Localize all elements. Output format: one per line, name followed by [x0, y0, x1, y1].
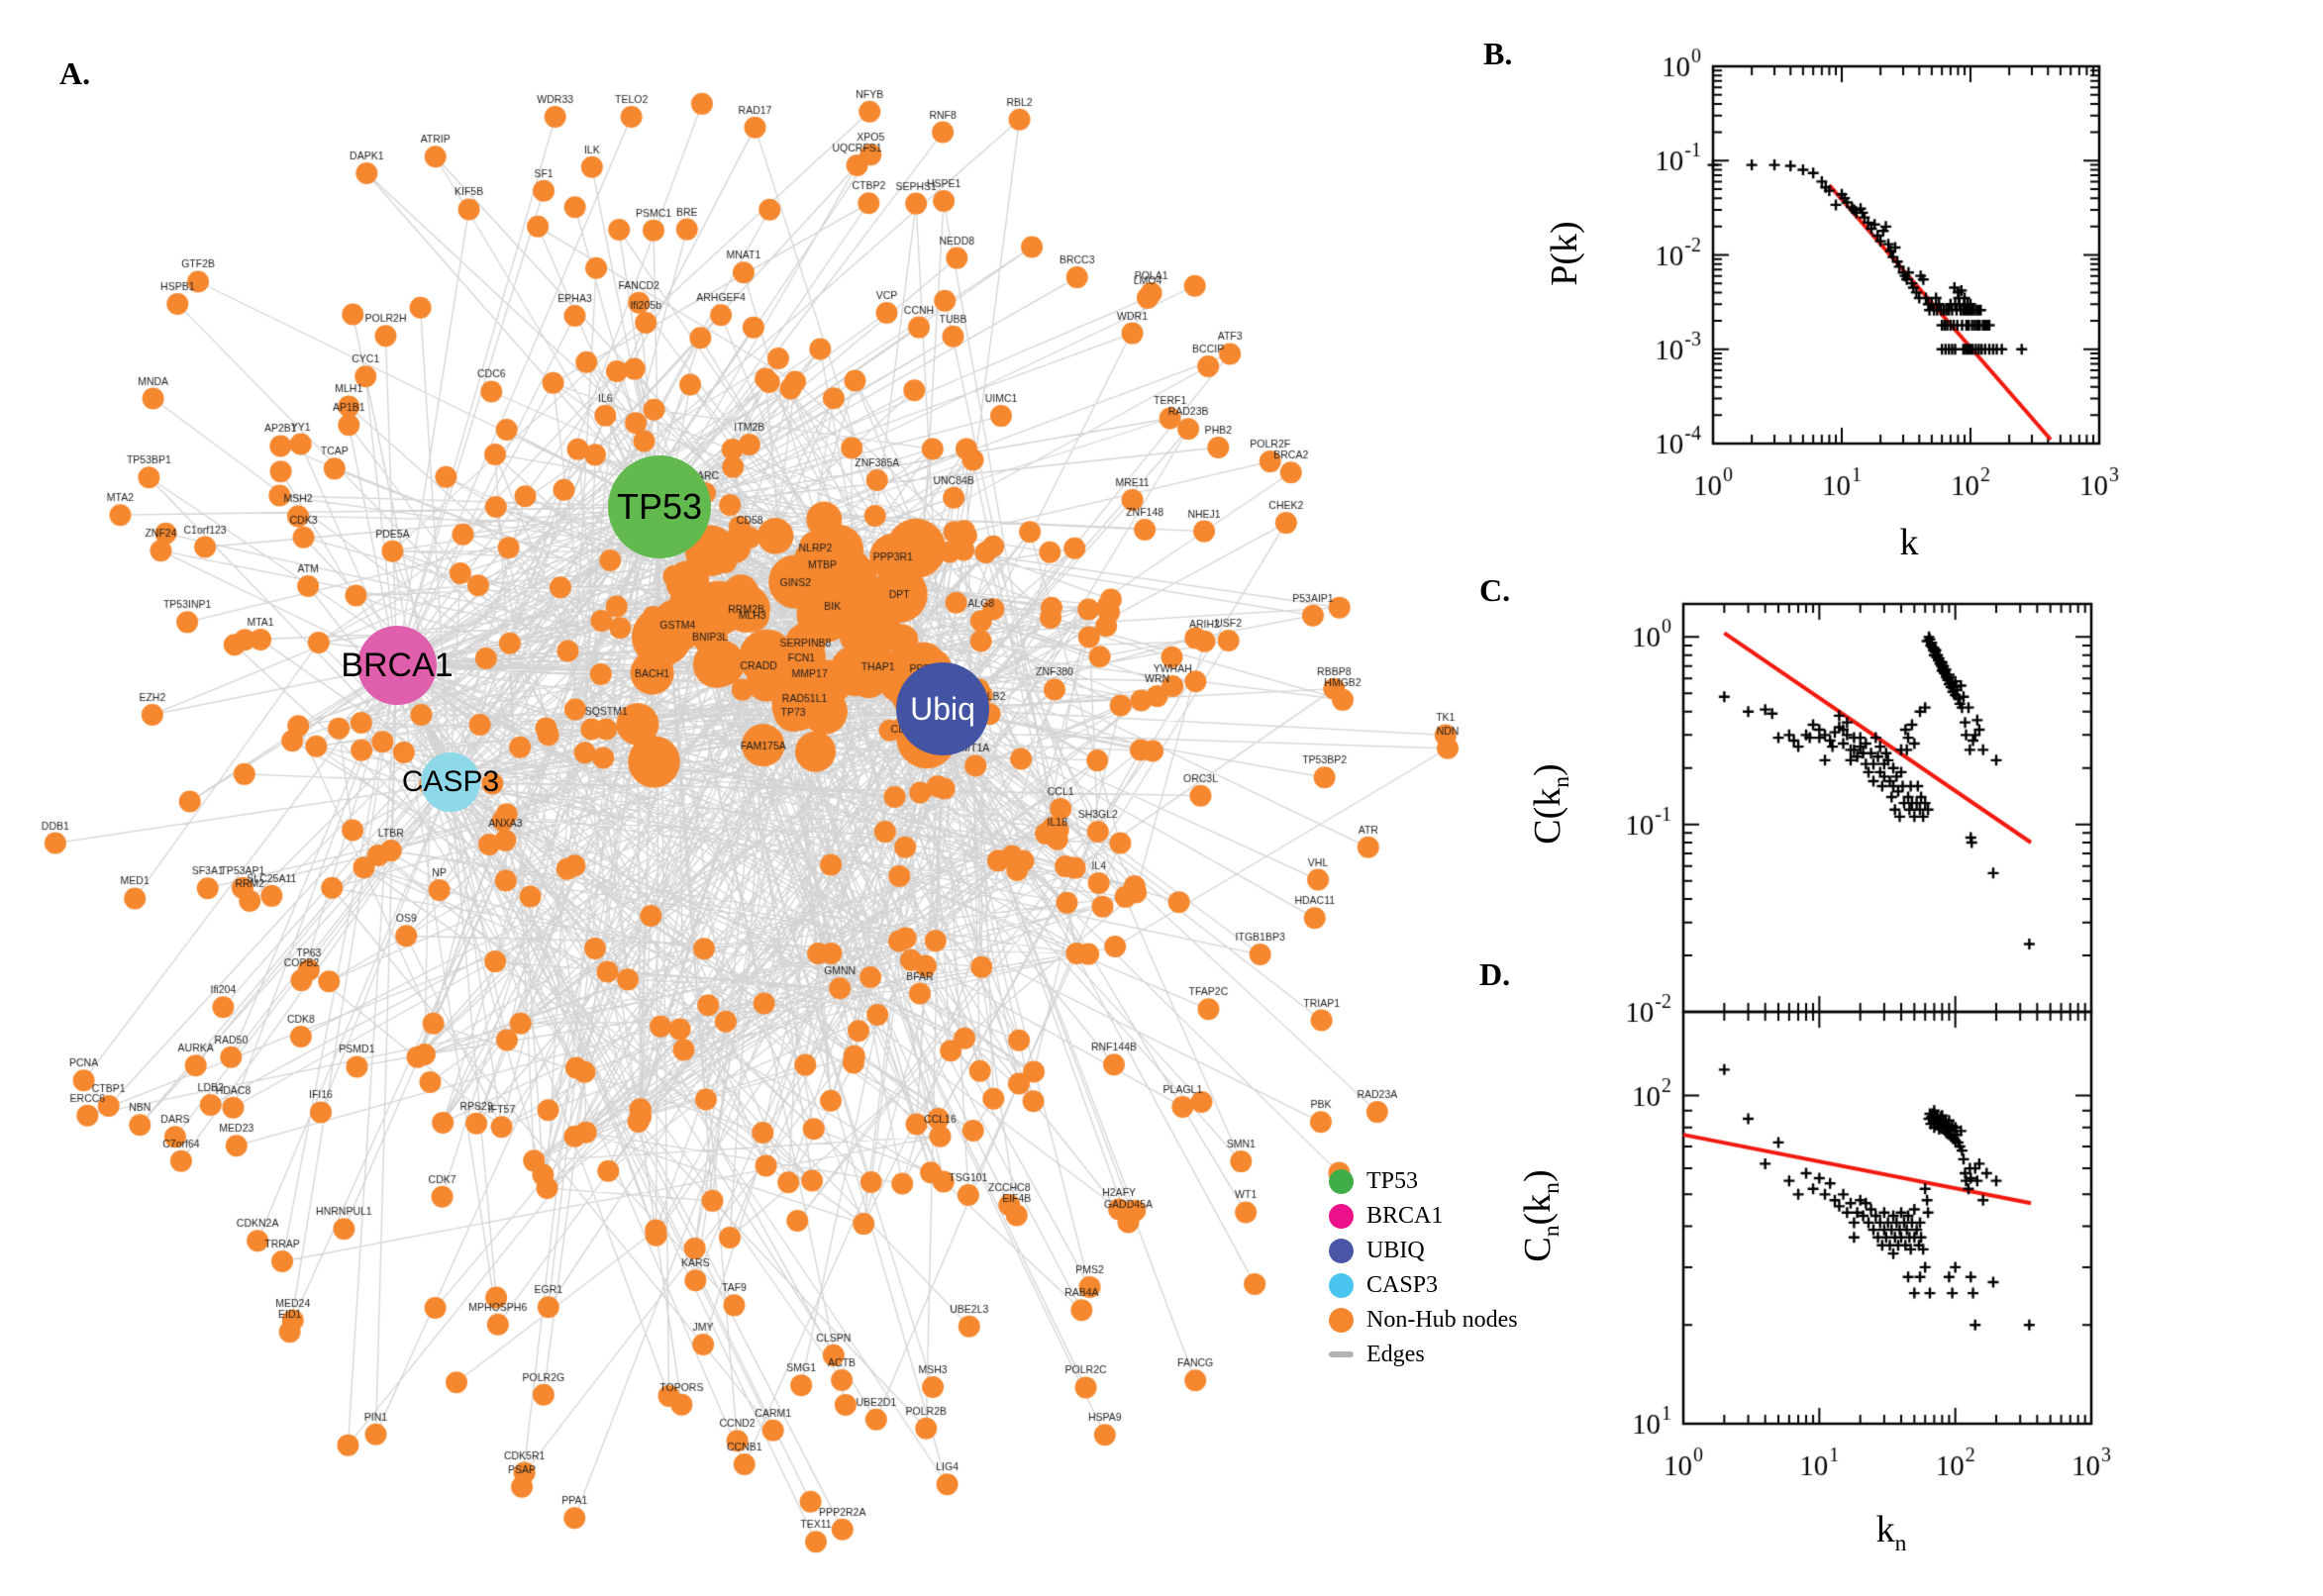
legend-label: Non-Hub nodes — [1366, 1306, 1518, 1333]
panel-b-label: B. — [1483, 36, 1513, 71]
legend-item-brca1: BRCA1 — [1329, 1203, 1518, 1229]
hub-node-ubiq: Ubiq — [896, 662, 989, 755]
ubiq-marker-icon — [1329, 1238, 1354, 1263]
panel-c-ylabel: C(kn) — [1527, 763, 1574, 845]
panel-c-label: C. — [1479, 572, 1511, 608]
hub-label-ubiq: Ubiq — [910, 690, 975, 727]
panel-d-label: D. — [1479, 956, 1511, 992]
panel-d-ylabel: Cn(kn) — [1517, 1169, 1565, 1262]
hub-node-brca1: BRCA1 — [341, 626, 454, 705]
panel-b-ylabel: P(k) — [1544, 221, 1585, 286]
legend-label: UBIQ — [1366, 1237, 1425, 1263]
hub-node-tp53: TP53 — [608, 455, 711, 558]
legend-label: CASP3 — [1366, 1271, 1439, 1298]
brca1-marker-icon — [1329, 1203, 1354, 1229]
legend-item-tp53: TP53 — [1329, 1168, 1518, 1194]
panel-d-xlabel: kn — [1875, 1509, 1907, 1556]
legend-item-nonhub: Non-Hub nodes — [1329, 1307, 1518, 1333]
casp3-marker-icon — [1329, 1272, 1354, 1298]
network-legend: TP53 BRCA1 UBIQ CASP3 Non-Hub nodes Edge… — [1329, 1168, 1518, 1376]
panel-b-xlabel: k — [1899, 522, 1919, 563]
nonhub-marker-icon — [1329, 1307, 1354, 1333]
legend-item-edges: Edges — [1329, 1342, 1518, 1367]
legend-item-ubiq: UBIQ — [1329, 1238, 1518, 1263]
legend-label: Edges — [1366, 1341, 1425, 1367]
hub-node-casp3: CASP3 — [402, 752, 499, 812]
tp53-marker-icon — [1329, 1168, 1354, 1194]
network-graph-canvas — [0, 0, 1475, 1596]
hub-label-tp53: TP53 — [616, 486, 703, 527]
legend-label: TP53 — [1366, 1167, 1419, 1194]
legend-item-casp3: CASP3 — [1329, 1272, 1518, 1298]
panel-a-label: A. — [59, 55, 91, 91]
plots-canvas — [1475, 0, 2323, 1596]
edge-marker-icon — [1329, 1351, 1354, 1357]
legend-label: BRCA1 — [1366, 1202, 1444, 1229]
